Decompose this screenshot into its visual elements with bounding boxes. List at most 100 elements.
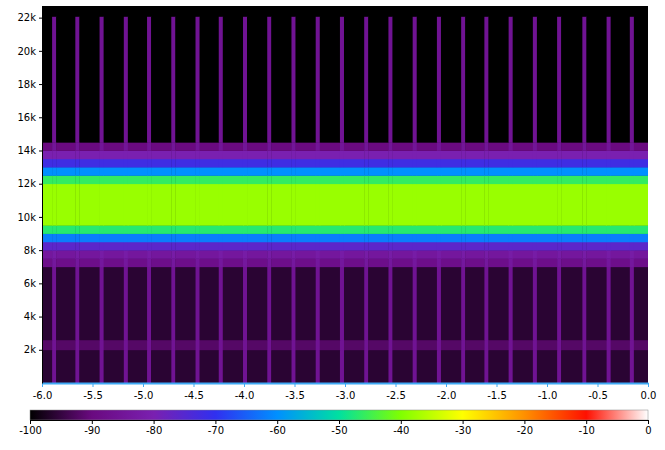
heatmap-cell	[586, 267, 607, 340]
heatmap-cell	[461, 150, 465, 159]
heatmap-cell	[100, 258, 104, 267]
heatmap-cell	[340, 184, 344, 226]
heatmap-cell	[291, 225, 295, 234]
heatmap-cell	[368, 175, 389, 184]
heatmap-cell	[42, 242, 53, 251]
heatmap-cell	[171, 340, 175, 350]
heatmap-cell	[417, 150, 438, 159]
heatmap-cell	[151, 17, 172, 143]
heatmap-cell	[582, 159, 586, 168]
heatmap-cell	[171, 17, 175, 143]
heatmap-cell	[196, 258, 200, 267]
y-tick-mark	[39, 117, 42, 118]
heatmap-cell	[537, 175, 558, 184]
heatmap-cell	[243, 242, 247, 251]
heatmap-cell	[42, 267, 53, 340]
heatmap-cell	[79, 175, 100, 184]
heatmap-cell	[219, 258, 223, 267]
heatmap-cell	[340, 250, 344, 259]
heatmap-cell	[561, 142, 583, 151]
colorbar-tick: -50	[331, 420, 347, 436]
heatmap-cell	[223, 17, 244, 143]
heatmap-cell	[513, 234, 534, 243]
heatmap-cell	[557, 167, 561, 176]
heatmap-cell	[611, 258, 631, 267]
heatmap-cell	[364, 159, 368, 168]
y-tick-label: 18k	[17, 79, 36, 90]
heatmap-cell	[42, 250, 53, 259]
heatmap-cell	[465, 258, 485, 267]
heatmap-cell	[151, 242, 172, 251]
heatmap-cell	[582, 17, 586, 143]
heatmap-cell	[561, 175, 583, 184]
heatmap-cell	[509, 159, 513, 168]
heatmap-cell	[509, 234, 513, 243]
heatmap-cell	[296, 258, 317, 267]
heatmap-cell	[437, 267, 441, 340]
heatmap-cell	[630, 175, 634, 184]
y-tick-label: 16k	[17, 112, 36, 123]
colorbar-tick: -90	[84, 420, 100, 436]
y-tick: 10k	[17, 212, 42, 223]
heatmap-cell	[634, 234, 648, 243]
heatmap-cell	[104, 350, 125, 383]
heatmap-cell	[533, 17, 537, 143]
heatmap-cell	[104, 225, 125, 234]
heatmap-cell	[320, 17, 341, 143]
heatmap-cell	[513, 242, 534, 251]
heatmap-cell	[223, 225, 244, 234]
heatmap-cell	[488, 340, 509, 350]
heatmap-cell	[316, 267, 320, 340]
heatmap-cell	[509, 184, 513, 226]
heatmap-cell	[104, 167, 125, 176]
heatmap-cell	[413, 175, 417, 184]
y-tick-label: 14k	[17, 145, 36, 156]
heatmap-cell	[200, 225, 220, 234]
heatmap-cell	[196, 267, 200, 340]
heatmap-cell	[56, 175, 76, 184]
heatmap-cell	[124, 258, 128, 267]
heatmap-cell	[586, 150, 607, 159]
heatmap-cell	[465, 225, 485, 234]
heatmap-cell	[533, 350, 537, 383]
heatmap-cell	[175, 159, 196, 168]
colorbar-tick-mark	[524, 420, 525, 424]
heatmap-cell	[219, 184, 223, 226]
heatmap-cell	[441, 159, 462, 168]
heatmap-cell	[75, 150, 79, 159]
heatmap-cell	[634, 258, 648, 267]
heatmap-cell	[196, 242, 200, 251]
x-tick-label: -5.0	[134, 390, 154, 401]
heatmap-cell	[104, 142, 125, 151]
heatmap-cell	[465, 150, 485, 159]
heatmap-cell	[171, 258, 175, 267]
x-tick-mark	[345, 383, 346, 387]
heatmap-cell	[533, 142, 537, 151]
heatmap-cell	[247, 258, 268, 267]
heatmap-cell	[461, 167, 465, 176]
heatmap-cell	[56, 159, 76, 168]
heatmap-cell	[441, 234, 462, 243]
heatmap-cell	[634, 340, 648, 350]
heatmap-cell	[267, 258, 271, 267]
heatmap-cell	[79, 267, 100, 340]
heatmap-cell	[509, 167, 513, 176]
colorbar-tick-label: -90	[84, 425, 100, 436]
heatmap-cell	[607, 340, 611, 350]
heatmap-cell	[175, 167, 196, 176]
heatmap-cell	[484, 167, 488, 176]
heatmap-cell	[56, 142, 76, 151]
heatmap-cell	[607, 250, 611, 259]
heatmap-cell	[42, 175, 53, 184]
heatmap-cell	[75, 242, 79, 251]
heatmap-cell	[316, 167, 320, 176]
heatmap-cell	[368, 350, 389, 383]
heatmap-cell	[243, 234, 247, 243]
colorbar-tick-label: -60	[270, 425, 286, 436]
heatmap-cell	[296, 242, 317, 251]
heatmap-cell	[413, 159, 417, 168]
heatmap-cell	[368, 258, 389, 267]
heatmap-cell	[219, 150, 223, 159]
heatmap-cell	[437, 184, 441, 226]
heatmap-cell	[200, 184, 220, 226]
